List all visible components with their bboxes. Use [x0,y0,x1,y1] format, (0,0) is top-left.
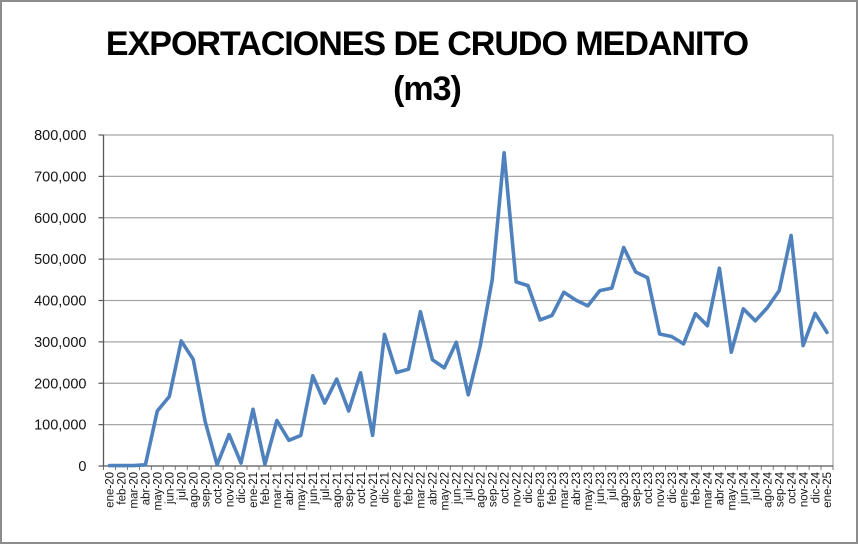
x-tick-label: abr-20 [141,472,153,505]
x-tick-label: jul-24 [750,471,762,501]
x-tick-label: ago-23 [619,472,631,508]
x-tick-label: feb-22 [404,472,416,505]
data-series-group [107,151,829,468]
y-tick-label: 800,000 [34,128,86,144]
x-tick-label: dic-22 [523,472,535,503]
y-tick-label: 600,000 [34,211,86,227]
x-tick-label: jun-20 [164,472,176,505]
x-tick-label: jul-21 [320,472,332,501]
x-tick-label: feb-20 [117,472,129,505]
x-tick-label: nov-21 [368,472,380,507]
y-tick-label: 700,000 [34,169,86,185]
x-tick-label: jun-21 [308,472,320,505]
x-tick-label: abr-21 [284,472,296,505]
x-tick-label: jul-23 [607,472,619,501]
x-tick-label: feb-23 [547,472,559,505]
x-tick-label: sep-22 [487,472,499,507]
x-tick-label: oct-23 [643,472,655,504]
x-tick-label: abr-24 [715,471,727,505]
y-tick-label: 500,000 [34,252,86,268]
x-tick-label: nov-23 [655,472,667,507]
x-tick-label: sep-21 [344,472,356,507]
x-tick-label: ago-24 [762,471,774,507]
x-tick-label: dic-23 [667,472,679,503]
x-tick-label: ene-21 [248,472,260,508]
x-tick-label: may-20 [153,472,165,510]
x-tick-label: mar-22 [416,472,428,508]
x-tick-label: ago-22 [475,472,487,508]
x-tick-label: abr-22 [428,472,440,505]
y-tick-label: 100,000 [34,418,86,434]
y-tick-label: 200,000 [34,376,86,392]
x-tick-label: may-23 [583,472,595,510]
x-tick-label: nov-22 [511,472,523,507]
x-tick-label: jul-22 [463,472,475,501]
x-tick-label: sep-20 [200,472,212,507]
x-tick-label: ago-20 [188,472,200,508]
x-tick-label: ene-22 [392,472,404,508]
x-tick-label: dic-20 [236,472,248,503]
y-tick-label: 400,000 [34,294,86,310]
x-tick-label: ago-21 [332,472,344,508]
x-tick-label: oct-20 [212,472,224,504]
x-tick-label: mar-23 [559,472,571,508]
x-tick-label: mar-20 [129,472,141,508]
x-tick-label: may-22 [440,472,452,510]
x-tick-label: mar-24 [703,471,715,508]
x-tick-label: mar-21 [272,472,284,508]
x-tick-label: oct-21 [356,472,368,504]
x-tick-label: dic-24 [810,471,822,503]
x-tick-label: may-21 [296,472,308,510]
x-tick-label: abr-23 [571,472,583,505]
x-tick-label: oct-22 [499,472,511,504]
x-tick-label: nov-24 [798,471,810,507]
x-tick-label: feb-21 [260,472,272,505]
x-tick-label: may-24 [727,471,739,510]
x-tick-label: nov-20 [224,472,236,507]
x-tick-label: jun-24 [739,471,751,505]
x-tick-label: oct-24 [786,471,798,504]
y-tick-label: 300,000 [34,335,86,351]
x-tick-label: jul-20 [176,472,188,501]
x-tick-label: jun-23 [595,472,607,505]
data-line-series [107,151,829,468]
x-tick-label: feb-24 [691,471,703,504]
axes-group [98,134,834,470]
x-tick-label: jun-22 [451,472,463,505]
axis-labels-group: 0 100,000 200,000 300,000 400,000 500,000 600,… [34,128,834,510]
x-tick-label: ene-23 [535,472,547,508]
x-tick-label: sep-23 [631,472,643,507]
x-tick-label: dic-21 [380,472,392,503]
gridlines-group [103,134,834,466]
y-tick-label: 0 [78,459,86,475]
x-tick-label: sep-24 [774,471,786,507]
chart-title-line2: (m3) [393,70,461,108]
chart-title-line1: EXPORTACIONES DE CRUDO MEDANITO [106,25,749,63]
x-tick-label: ene-25 [822,472,834,508]
x-tick-label: ene-24 [679,471,691,507]
x-tick-label: ene-20 [105,472,117,508]
